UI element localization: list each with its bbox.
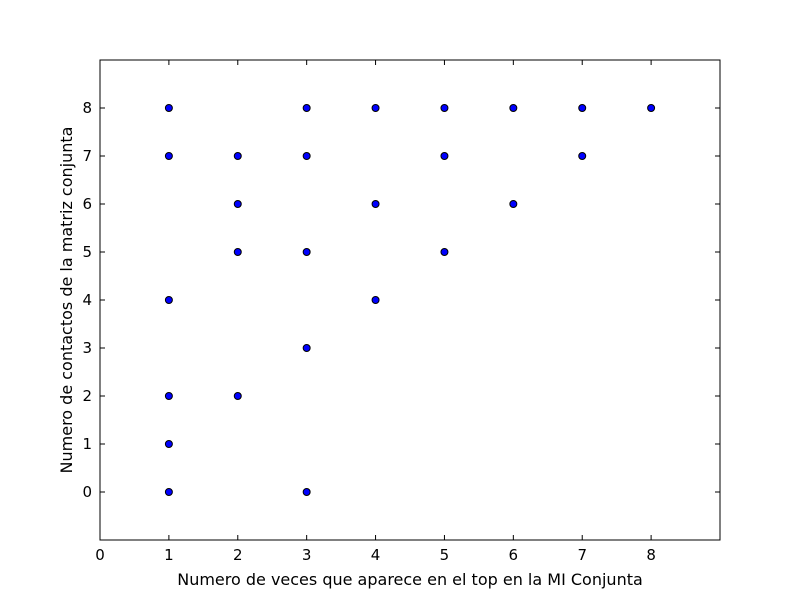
x-tick-label: 5 <box>440 546 450 564</box>
x-tick-label: 8 <box>646 546 656 564</box>
data-point <box>371 200 380 208</box>
data-point <box>164 104 173 112</box>
x-tick-label: 0 <box>95 546 105 564</box>
y-tick-label: 4 <box>82 291 92 309</box>
data-point <box>302 104 311 112</box>
x-tick-label: 3 <box>302 546 312 564</box>
data-point <box>509 200 518 208</box>
data-point <box>440 152 449 160</box>
y-tick-label: 8 <box>82 99 92 117</box>
x-axis-label: Numero de veces que aparece en el top en… <box>177 570 643 589</box>
data-point <box>509 104 518 112</box>
x-tick-label: 6 <box>509 546 519 564</box>
data-point <box>371 104 380 112</box>
data-point <box>440 104 449 112</box>
data-point <box>302 152 311 160</box>
data-point <box>233 152 242 160</box>
data-point <box>302 488 311 496</box>
data-point <box>164 440 173 448</box>
data-point <box>233 392 242 400</box>
data-point <box>233 200 242 208</box>
data-point <box>164 152 173 160</box>
data-point <box>440 248 449 256</box>
y-tick-label: 1 <box>82 435 92 453</box>
data-point <box>233 248 242 256</box>
data-point <box>302 248 311 256</box>
data-point <box>647 104 656 112</box>
y-tick-label: 7 <box>82 147 92 165</box>
x-tick-label: 4 <box>371 546 381 564</box>
y-tick-label: 6 <box>82 195 92 213</box>
data-point <box>371 296 380 304</box>
ticks-layer: 0 1 2 3 4 5 6 7 8 0 1 2 3 4 5 6 7 8 <box>82 60 720 564</box>
y-tick-label: 2 <box>82 387 92 405</box>
x-tick-label: 7 <box>577 546 587 564</box>
y-tick-label: 5 <box>82 243 92 261</box>
data-point <box>164 296 173 304</box>
y-tick-label: 3 <box>82 339 92 357</box>
y-axis-label: Numero de contactos de la matriz conjunt… <box>57 127 76 474</box>
data-point <box>164 392 173 400</box>
data-point <box>164 488 173 496</box>
data-point <box>578 104 587 112</box>
y-tick-label: 0 <box>82 483 92 501</box>
data-point <box>578 152 587 160</box>
x-tick-label: 2 <box>233 546 243 564</box>
plot-frame <box>99 59 721 541</box>
data-point <box>302 344 311 352</box>
points-layer <box>164 104 656 496</box>
x-tick-label: 1 <box>164 546 174 564</box>
